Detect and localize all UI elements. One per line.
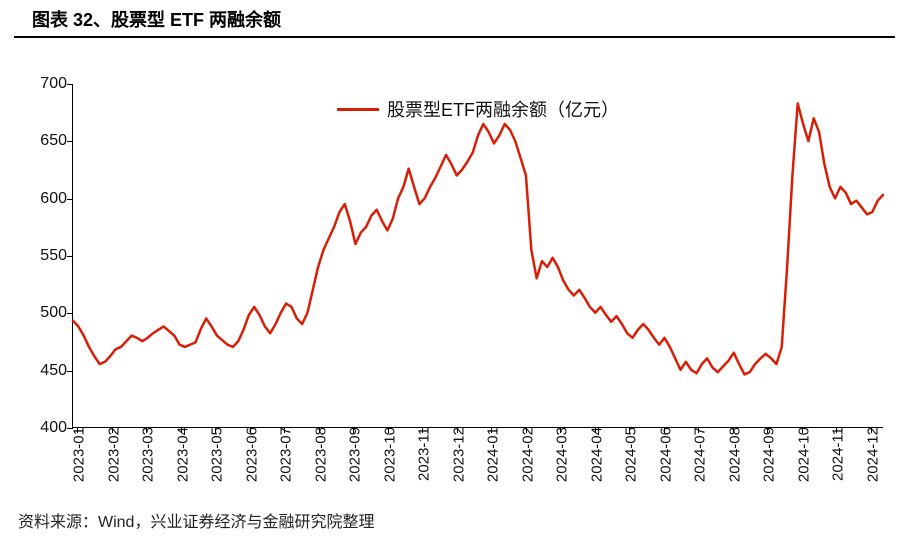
x-axis-tick-label: 2024-11 (826, 427, 847, 481)
x-axis-tick-label: 2024-04 (584, 427, 605, 482)
x-axis-tick-label: 2023-02 (101, 427, 122, 482)
x-axis-tick (388, 427, 389, 433)
x-axis-tick (629, 427, 630, 433)
source-text: 资料来源：Wind，兴业证券经济与金融研究院整理 (18, 508, 374, 532)
x-axis-tick-label: 2023-04 (170, 427, 191, 482)
series-line (73, 103, 883, 374)
y-axis-tick (67, 84, 73, 85)
y-axis-tick (67, 256, 73, 257)
x-axis-tick (664, 427, 665, 433)
x-axis-tick-label: 2023-06 (239, 427, 260, 482)
x-axis-tick (181, 427, 182, 433)
x-axis-tick-label: 2024-02 (515, 427, 536, 482)
x-axis-tick (733, 427, 734, 433)
x-axis-tick-label: 2023-01 (67, 427, 88, 482)
x-axis-tick (77, 427, 78, 433)
y-axis-tick (67, 199, 73, 200)
x-axis-tick-label: 2023-11 (412, 427, 433, 481)
x-axis-tick (698, 427, 699, 433)
x-axis-tick-label: 2023-03 (136, 427, 157, 482)
x-axis-tick-label: 2023-08 (308, 427, 329, 482)
x-axis-tick-label: 2023-07 (274, 427, 295, 482)
x-axis-tick (457, 427, 458, 433)
x-axis-tick (871, 427, 872, 433)
x-axis-tick (353, 427, 354, 433)
x-axis-tick (836, 427, 837, 433)
x-axis-tick (767, 427, 768, 433)
x-axis-tick (319, 427, 320, 433)
x-axis-tick-label: 2024-08 (722, 427, 743, 482)
x-axis-tick (112, 427, 113, 433)
x-axis-tick-label: 2024-01 (481, 427, 502, 482)
x-axis-tick (526, 427, 527, 433)
x-axis-tick-label: 2024-06 (653, 427, 674, 482)
x-axis-tick (250, 427, 251, 433)
x-axis-tick-label: 2023-05 (205, 427, 226, 482)
x-axis-tick-label: 2023-12 (446, 427, 467, 482)
x-axis-tick (595, 427, 596, 433)
x-axis-tick-label: 2024-05 (619, 427, 640, 482)
plot-area: 股票型ETF两融余额（亿元） 4004505005506006507002023… (72, 84, 883, 428)
x-axis-tick-label: 2024-10 (791, 427, 812, 482)
chart-container: 股票型ETF两融余额（亿元） 4004505005506006507002023… (14, 42, 895, 500)
x-axis-tick-label: 2023-09 (343, 427, 364, 482)
y-axis-tick (67, 141, 73, 142)
x-axis-tick-label: 2024-09 (757, 427, 778, 482)
x-axis-tick-label: 2024-07 (688, 427, 709, 482)
x-axis-tick-label: 2024-12 (860, 427, 881, 482)
x-axis-tick (422, 427, 423, 433)
x-axis-tick (802, 427, 803, 433)
x-axis-tick-label: 2024-03 (550, 427, 571, 482)
y-axis-tick (67, 371, 73, 372)
line-series (73, 84, 883, 427)
x-axis-tick (284, 427, 285, 433)
x-axis-tick (560, 427, 561, 433)
chart-title: 图表 32、股票型 ETF 两融余额 (14, 0, 895, 38)
y-axis-tick (67, 313, 73, 314)
x-axis-tick-label: 2023-10 (377, 427, 398, 482)
x-axis-tick (215, 427, 216, 433)
x-axis-tick (146, 427, 147, 433)
x-axis-tick (491, 427, 492, 433)
